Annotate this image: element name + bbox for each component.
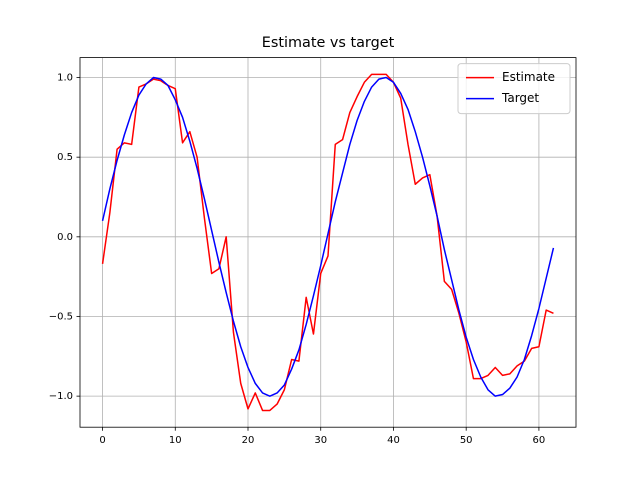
- x-tick-label: 50: [460, 435, 473, 446]
- axes-frame: [79, 57, 577, 428]
- x-tick-label: 40: [387, 435, 400, 446]
- x-tick-label: 30: [314, 435, 327, 446]
- x-tick-label: 0: [99, 435, 105, 446]
- legend-label: Estimate: [502, 70, 555, 84]
- y-tick-label: 1.0: [57, 73, 73, 84]
- y-tick-label: 0.5: [57, 152, 73, 163]
- y-tick-label: 0.0: [57, 232, 73, 243]
- x-tick-label: 10: [169, 435, 182, 446]
- x-tick-label: 60: [533, 435, 546, 446]
- x-tick-label: 20: [242, 435, 255, 446]
- legend-box: [457, 63, 571, 115]
- data-line: [101, 76, 555, 397]
- y-tick-label: −1.0: [49, 391, 73, 402]
- chart-title: Estimate vs target: [262, 35, 395, 51]
- legend-label: Target: [501, 91, 539, 105]
- y-tick-label: −0.5: [49, 311, 73, 322]
